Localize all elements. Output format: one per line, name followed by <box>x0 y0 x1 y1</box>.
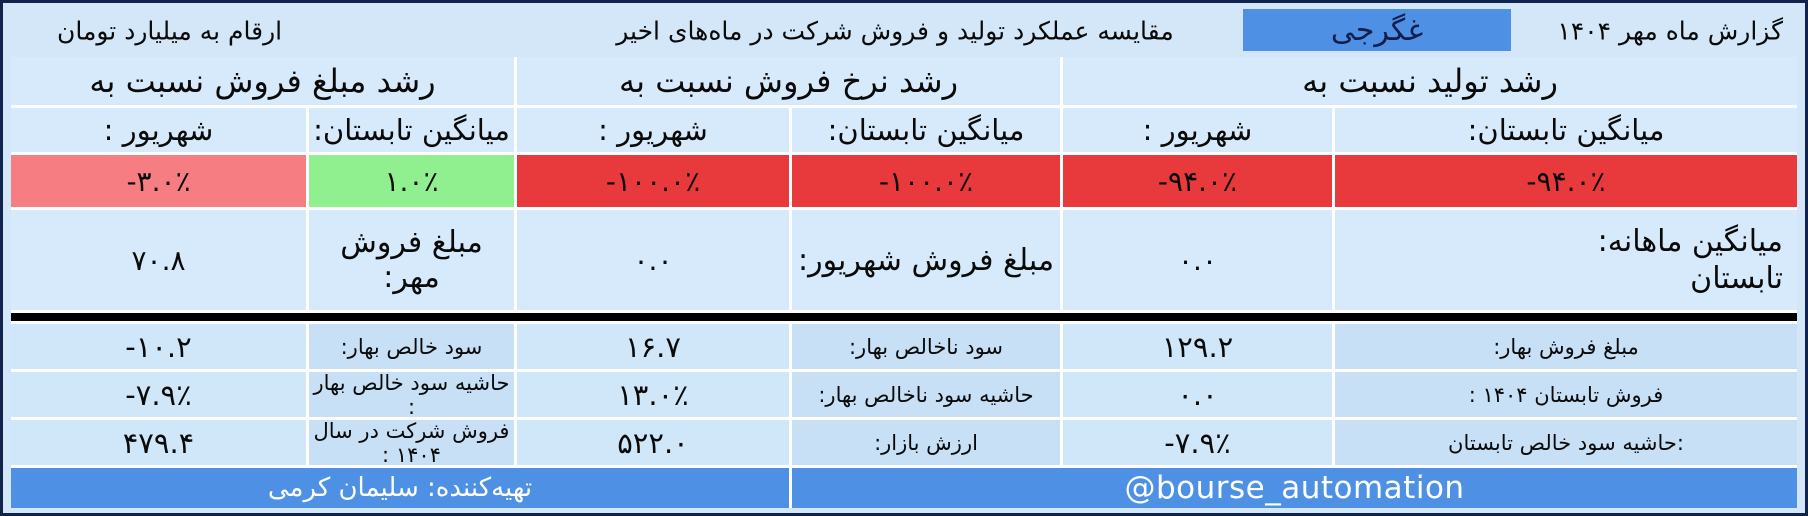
number-value: -۷.۹٪ <box>1164 425 1231 460</box>
number-value: ۱۶.۷ <box>625 329 681 364</box>
section-header-sales-amount-growth: رشد مبلغ فروش نسبت به <box>11 57 514 105</box>
subheader-production-summer-avg: میانگین تابستان: <box>1335 108 1797 152</box>
label-spring-gross-profit: سود ناخالص بهار: <box>792 324 1060 369</box>
number-value: -۷.۹٪ <box>125 377 192 412</box>
percent-value: -۱۰۰.۰٪ <box>878 164 974 198</box>
value-production-vs-summer-avg: -۹۴.۰٪ <box>1335 155 1797 207</box>
number-value: ۷۰.۸ <box>131 243 186 277</box>
value-shahrivar-sales: ۰.۰ <box>517 210 789 310</box>
number-value: ۰.۰ <box>1177 377 1218 412</box>
value-amount-vs-shahrivar: -۳.۰٪ <box>11 155 306 207</box>
number-value: ۴۷۹.۴ <box>122 425 195 460</box>
credit-banner: تهیه‌کننده: سلیمان کرمی <box>11 468 789 508</box>
value-summer-monthly-average: ۰.۰ <box>1063 210 1332 310</box>
value-mehr-sales: ۷۰.۸ <box>11 210 306 310</box>
report-title: گزارش ماه مهر ۱۴۰۴ <box>1557 16 1783 46</box>
label-mehr-sales: مبلغ فروش مهر: <box>309 210 514 310</box>
label-summer-monthly-average: میانگین ماهانه: تابستان <box>1335 210 1797 310</box>
label-shahrivar-sales: مبلغ فروش شهریور: <box>792 210 1060 310</box>
subheader-production-shahrivar: شهریور : <box>1063 108 1332 152</box>
subheader-amount-summer-avg: میانگین تابستان: <box>309 108 514 152</box>
subheader-amount-shahrivar: شهریور : <box>11 108 306 152</box>
label-line-1: میانگین ماهانه: <box>1597 223 1783 259</box>
label-summer-net-margin: :حاشیه سود خالص تابستان <box>1335 420 1797 465</box>
value-price-vs-summer-avg: -۱۰۰.۰٪ <box>792 155 1060 207</box>
value-spring-net-profit: -۱۰.۲ <box>11 324 306 369</box>
value-spring-sales: ۱۲۹.۲ <box>1063 324 1332 369</box>
label-line-2: تابستان <box>1690 261 1783 296</box>
percent-value: -۹۴.۰٪ <box>1157 164 1238 198</box>
value-production-vs-shahrivar: -۹۴.۰٪ <box>1063 155 1332 207</box>
number-value: -۱۰.۲ <box>125 329 192 364</box>
ticker-badge: غگرجی <box>1243 9 1511 51</box>
channel-banner: @bourse_automation <box>792 468 1797 508</box>
number-value: ۵۲۲.۰ <box>617 425 689 460</box>
number-value: ۰.۰ <box>1178 243 1217 277</box>
title-bar: گزارش ماه مهر ۱۴۰۴ غگرجی مقایسه عملکرد ت… <box>11 8 1797 54</box>
subheader-price-shahrivar: شهریور : <box>517 108 789 152</box>
label-company-sales-1404: فروش شرکت در سال ۱۴۰۴ : <box>309 419 514 467</box>
unit-note: ارقام به میلیارد تومان <box>57 16 283 46</box>
label-spring-net-margin: حاشیه سود خالص بهار : <box>309 371 514 419</box>
label-spring-net-profit: سود خالص بهار: <box>309 324 514 369</box>
number-value: ۰.۰ <box>633 243 673 277</box>
value-summer-sales-1404: ۰.۰ <box>1063 372 1332 417</box>
section-header-price-growth: رشد نرخ فروش نسبت به <box>517 57 1060 105</box>
section-divider <box>11 313 1797 321</box>
percent-value: ۱.۰٪ <box>384 164 439 198</box>
percent-value: -۳.۰٪ <box>126 164 191 198</box>
value-spring-net-margin: -۷.۹٪ <box>11 372 306 417</box>
number-value: ۱۳.۰٪ <box>617 377 689 412</box>
channel-handle: @bourse_automation <box>1124 470 1465 506</box>
label-spring-gross-margin: حاشیه سود ناخالص بهار: <box>792 372 1060 417</box>
section-header-production-growth: رشد تولید نسبت به <box>1063 57 1797 105</box>
label-market-value: ارزش بازار: <box>792 420 1060 465</box>
label-summer-sales-1404: فروش تابستان ۱۴۰۴ : <box>1335 372 1797 417</box>
value-company-sales-1404: ۴۷۹.۴ <box>11 420 306 465</box>
value-price-vs-shahrivar: -۱۰۰.۰٪ <box>517 155 789 207</box>
main-title: مقایسه عملکرد تولید و فروش شرکت در ماه‌ه… <box>616 16 1174 46</box>
value-spring-gross-margin: ۱۳.۰٪ <box>517 372 789 417</box>
percent-value: -۹۴.۰٪ <box>1526 164 1606 198</box>
value-amount-vs-summer-avg: ۱.۰٪ <box>309 155 514 207</box>
number-value: ۱۲۹.۲ <box>1161 329 1234 364</box>
value-spring-gross-profit: ۱۶.۷ <box>517 324 789 369</box>
value-summer-net-margin: -۷.۹٪ <box>1063 420 1332 465</box>
subheader-price-summer-avg: میانگین تابستان: <box>792 108 1060 152</box>
report-grid: رشد تولید نسبت به رشد نرخ فروش نسبت به ر… <box>11 57 1797 508</box>
percent-value: -۱۰۰.۰٪ <box>605 164 701 198</box>
value-market-value: ۵۲۲.۰ <box>517 420 789 465</box>
label-spring-sales: مبلغ فروش بهار: <box>1335 324 1797 369</box>
